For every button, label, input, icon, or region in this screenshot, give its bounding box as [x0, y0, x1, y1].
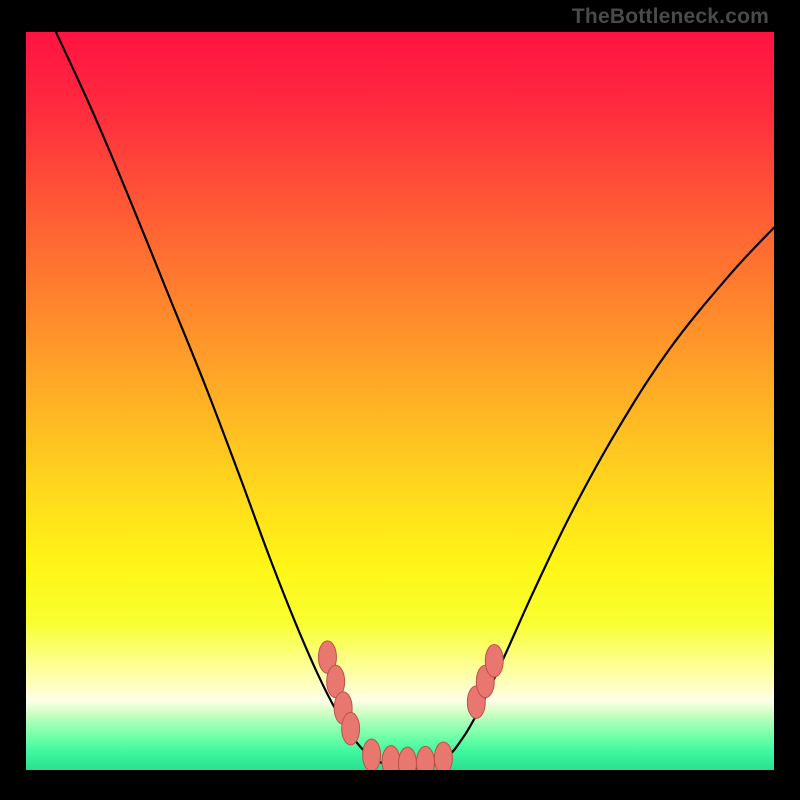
curve-left-branch [56, 32, 396, 768]
watermark-text: TheBottleneck.com [572, 5, 769, 29]
data-marker [485, 645, 503, 677]
data-marker [382, 746, 400, 770]
data-marker [416, 746, 434, 770]
data-marker [399, 747, 417, 770]
chart-frame: TheBottleneck.com [0, 0, 800, 800]
data-marker [342, 712, 360, 744]
data-marker [434, 742, 452, 770]
data-marker [363, 739, 381, 770]
curve-layer [26, 32, 774, 770]
plot-area [26, 32, 774, 770]
curve-right-branch [396, 228, 774, 769]
